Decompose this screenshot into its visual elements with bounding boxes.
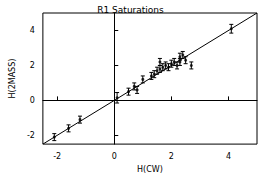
svg-text:4: 4: [226, 152, 231, 161]
svg-text:2: 2: [30, 61, 35, 70]
svg-text:-2: -2: [27, 131, 35, 140]
svg-text:4: 4: [30, 26, 35, 35]
svg-text:H(2MASS): H(2MASS): [8, 59, 17, 99]
svg-text:R1 Saturations: R1 Saturations: [97, 5, 164, 15]
svg-text:2: 2: [169, 152, 174, 161]
svg-text:-2: -2: [53, 152, 61, 161]
svg-text:H(CW): H(CW): [137, 165, 163, 174]
svg-text:0: 0: [112, 152, 117, 161]
svg-text:0: 0: [30, 96, 35, 105]
